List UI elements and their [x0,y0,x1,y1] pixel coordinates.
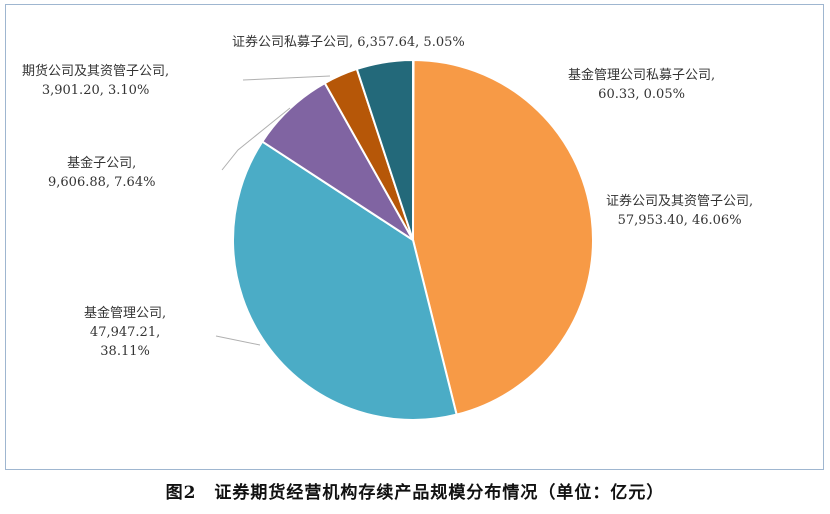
label-fund-sub: 基金子公司, 9,606.88, 7.64% [48,156,156,190]
leader-lines [215,75,331,346]
label-futures-am: 期货公司及其资管子公司, 3,901.20, 3.10% [22,64,170,98]
pie-slice-5 [355,58,414,241]
pie-slice-2 [232,140,458,422]
leader-line-fund-mgmt [215,335,261,346]
label-fund-mgmt-private: 基金管理公司私募子公司, 60.33, 0.05% [568,68,716,102]
label-securities-am: 证券公司及其资管子公司, 57,953.40, 46.06% [606,194,754,228]
figure-caption: 图2 证券期货经营机构存续产品规模分布情况（单位：亿元） [165,483,665,503]
pie-slice-1 [411,58,594,416]
chart-frame [5,4,824,470]
label-securities-private: 证券公司私募子公司, 6,357.64, 5.05% [232,35,465,50]
leader-line-futures [242,75,331,81]
label-fund-mgmt: 基金管理公司, 47,947.21, 38.11% [84,306,167,359]
leader-line-fund-sub [221,107,291,171]
